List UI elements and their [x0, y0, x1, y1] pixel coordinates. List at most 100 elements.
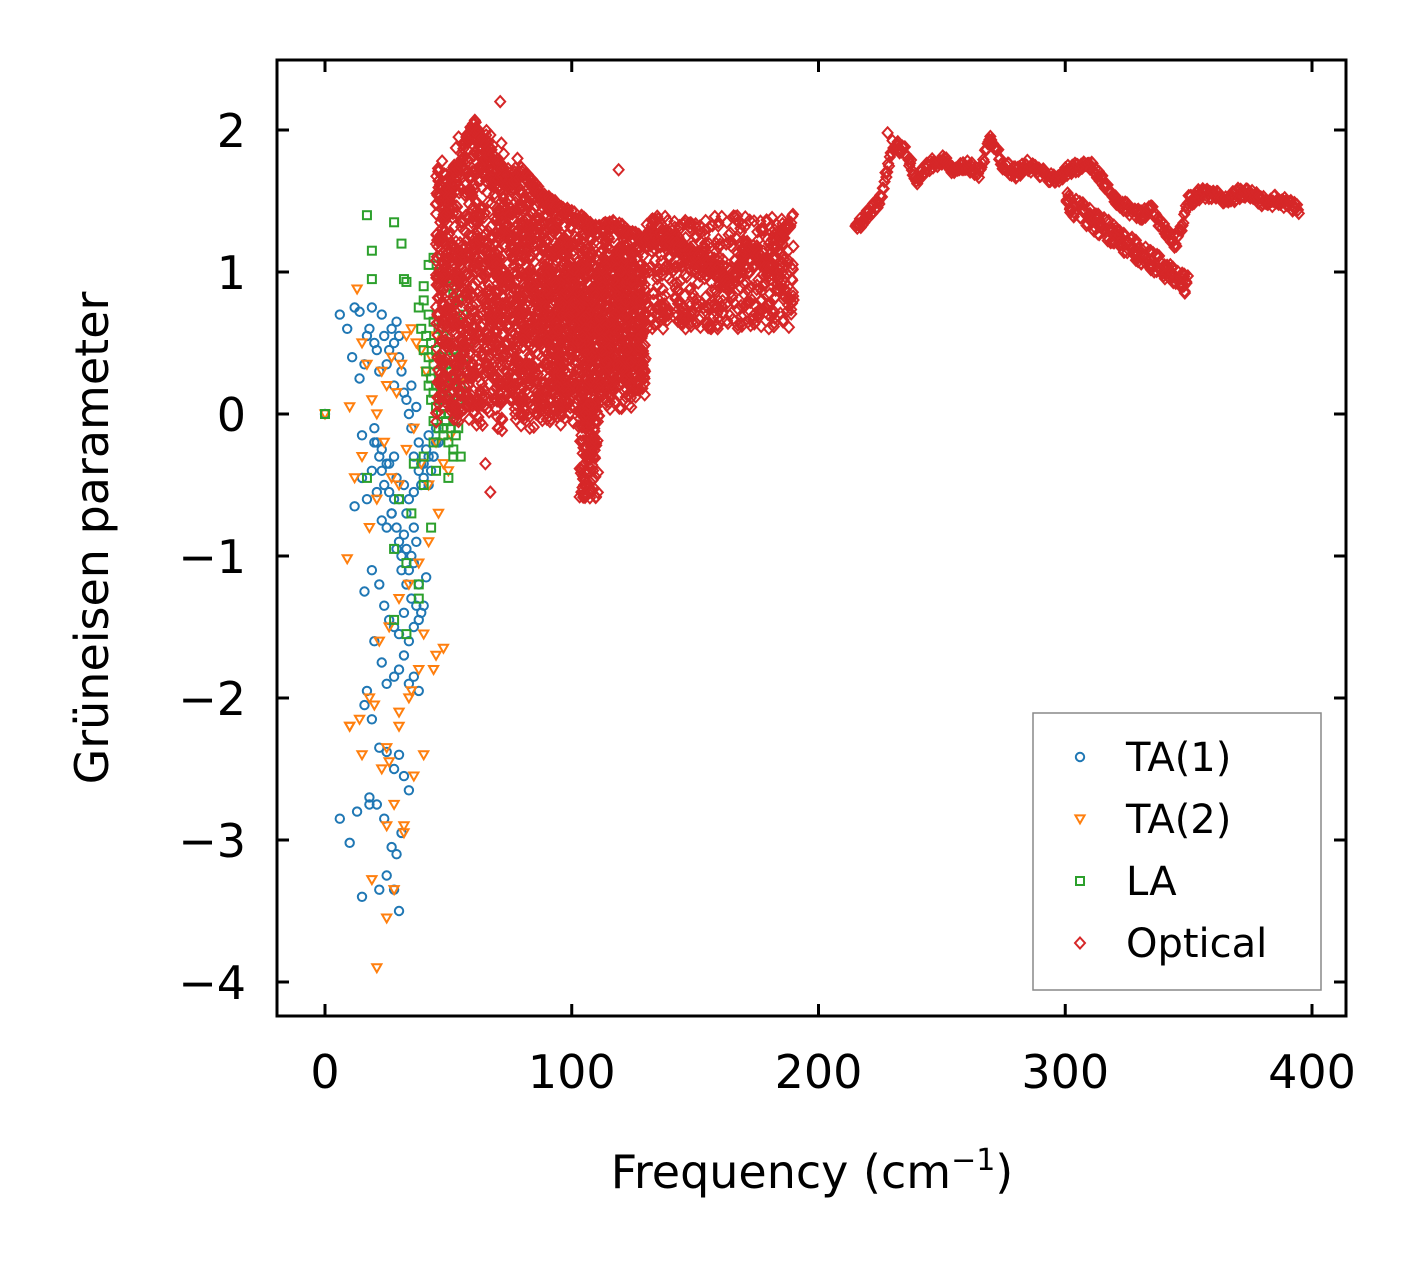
data-point	[356, 430, 368, 441]
data-point	[697, 300, 711, 315]
data-point	[401, 558, 412, 569]
data-point	[593, 309, 607, 324]
legend-marker	[1073, 936, 1087, 950]
data-point	[420, 572, 432, 583]
data-point	[342, 323, 353, 334]
data-point	[467, 320, 480, 335]
data-point	[432, 508, 445, 520]
data-point	[417, 629, 431, 641]
data-point	[684, 216, 698, 231]
data-point	[531, 179, 545, 194]
data-point	[495, 211, 509, 226]
data-point	[516, 332, 530, 347]
data-point	[603, 341, 616, 356]
data-point	[728, 253, 741, 268]
data-point	[483, 348, 497, 363]
data-point	[608, 328, 621, 343]
data-point	[463, 365, 476, 380]
data-point	[507, 286, 520, 301]
data-point	[511, 151, 524, 166]
data-point	[354, 373, 365, 384]
y-axis-label: Grüneisen parameter	[65, 291, 119, 784]
data-point	[689, 228, 703, 243]
data-point	[542, 299, 556, 314]
data-point	[361, 210, 372, 221]
data-point	[449, 398, 463, 413]
data-point	[784, 306, 798, 321]
data-point	[452, 414, 465, 429]
data-point	[678, 268, 692, 283]
data-point	[511, 190, 524, 204]
data-point	[485, 393, 498, 408]
data-point	[786, 257, 799, 272]
data-point	[464, 182, 478, 197]
data-point	[723, 279, 736, 294]
data-point	[435, 394, 448, 409]
data-point	[731, 301, 744, 316]
data-point	[592, 304, 606, 319]
data-point	[509, 281, 522, 296]
data-point	[456, 337, 469, 352]
data-point	[484, 318, 497, 333]
data-point	[450, 430, 461, 441]
data-point	[482, 284, 496, 299]
data-point	[344, 837, 355, 849]
data-point	[359, 586, 370, 597]
data-point	[391, 849, 402, 860]
data-point	[496, 392, 509, 407]
data-point	[709, 236, 723, 251]
data-point	[1087, 224, 1101, 238]
data-point	[569, 305, 582, 320]
plot-marks	[318, 94, 1306, 975]
data-point	[625, 266, 638, 281]
data-point	[379, 479, 390, 491]
data-point	[460, 288, 474, 303]
legend-label: TA(1)	[1125, 735, 1231, 781]
data-point	[605, 376, 618, 391]
data-point	[902, 152, 915, 167]
data-point	[401, 629, 412, 640]
data-point	[454, 215, 467, 230]
data-point	[379, 600, 390, 611]
data-point	[489, 380, 503, 395]
data-point	[722, 236, 735, 251]
data-point	[488, 244, 501, 259]
data-point	[612, 389, 626, 404]
data-point	[491, 282, 505, 297]
data-point	[525, 327, 539, 342]
data-point	[446, 319, 460, 334]
data-point	[383, 458, 395, 469]
data-point	[460, 166, 474, 181]
data-point	[523, 421, 537, 436]
data-point	[412, 665, 426, 677]
data-point	[429, 414, 443, 429]
data-point	[396, 238, 407, 249]
data-point	[392, 594, 406, 606]
data-point	[488, 391, 501, 406]
data-point	[381, 870, 392, 881]
data-point	[1178, 205, 1192, 220]
data-point	[497, 146, 511, 161]
data-point	[504, 233, 518, 248]
data-point	[650, 307, 663, 322]
data-point	[477, 241, 491, 256]
data-point	[431, 465, 442, 476]
data-point	[411, 536, 422, 547]
data-point	[1092, 208, 1106, 223]
data-point	[972, 170, 986, 185]
data-point	[588, 443, 602, 458]
data-point	[462, 412, 476, 427]
data-point	[744, 318, 757, 333]
data-point	[875, 189, 889, 204]
data-point	[450, 275, 464, 290]
data-point	[513, 269, 526, 284]
data-point	[413, 614, 424, 626]
data-point	[543, 349, 557, 364]
data-point	[610, 246, 623, 261]
data-point	[364, 799, 375, 810]
data-point	[461, 256, 475, 271]
data-point	[434, 265, 448, 280]
data-point	[599, 316, 613, 331]
